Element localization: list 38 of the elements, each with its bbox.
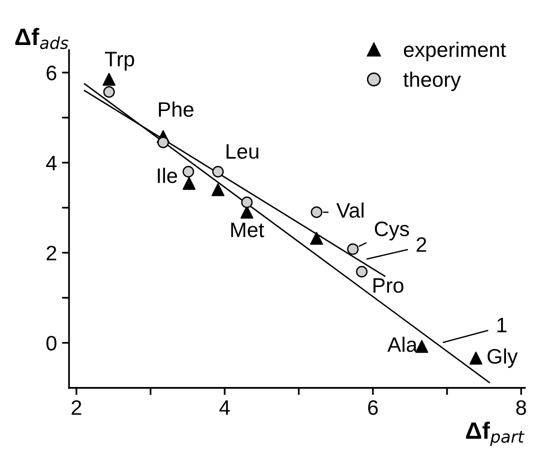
point	[310, 206, 322, 218]
x-tick-label: 2	[72, 400, 82, 415]
annotation: Ala	[387, 336, 418, 352]
point	[212, 166, 224, 178]
y-tick-label: 4	[46, 156, 57, 170]
y-tick-label: 0	[46, 336, 56, 351]
point	[469, 352, 482, 365]
point	[182, 166, 194, 178]
y-tick-label: 6	[46, 66, 56, 80]
annotation: Phe	[158, 102, 194, 117]
point	[240, 206, 254, 219]
point	[157, 136, 169, 148]
annotation: Met	[231, 222, 264, 238]
point	[347, 243, 359, 255]
legend-label: experiment	[404, 42, 506, 62]
annotation: 2	[416, 237, 426, 252]
point	[182, 176, 196, 190]
annotation: Ile	[158, 168, 178, 184]
annotation: Trp	[104, 52, 134, 71]
annotation: Gly	[488, 348, 518, 368]
x-tick-label: 4	[219, 400, 230, 415]
annotation: Leu	[226, 144, 258, 159]
x-tick-label: 6	[368, 400, 378, 415]
point	[241, 196, 253, 208]
y-tick-label: 2	[46, 246, 56, 260]
point	[356, 266, 368, 278]
annotation: Cys	[374, 222, 409, 240]
point	[310, 232, 323, 245]
x-tick-label: 8	[516, 400, 526, 415]
point	[102, 72, 116, 86]
x-axis-title: Δf$_{part}$	[466, 422, 525, 446]
annotation: Pro	[374, 278, 404, 293]
annotation: Val	[336, 202, 364, 218]
annotation: 1	[497, 318, 506, 332]
point	[103, 86, 115, 98]
y-axis-title: Δf$_{ads}$	[15, 28, 68, 50]
point	[212, 183, 224, 196]
legend-label: theory	[403, 72, 461, 92]
